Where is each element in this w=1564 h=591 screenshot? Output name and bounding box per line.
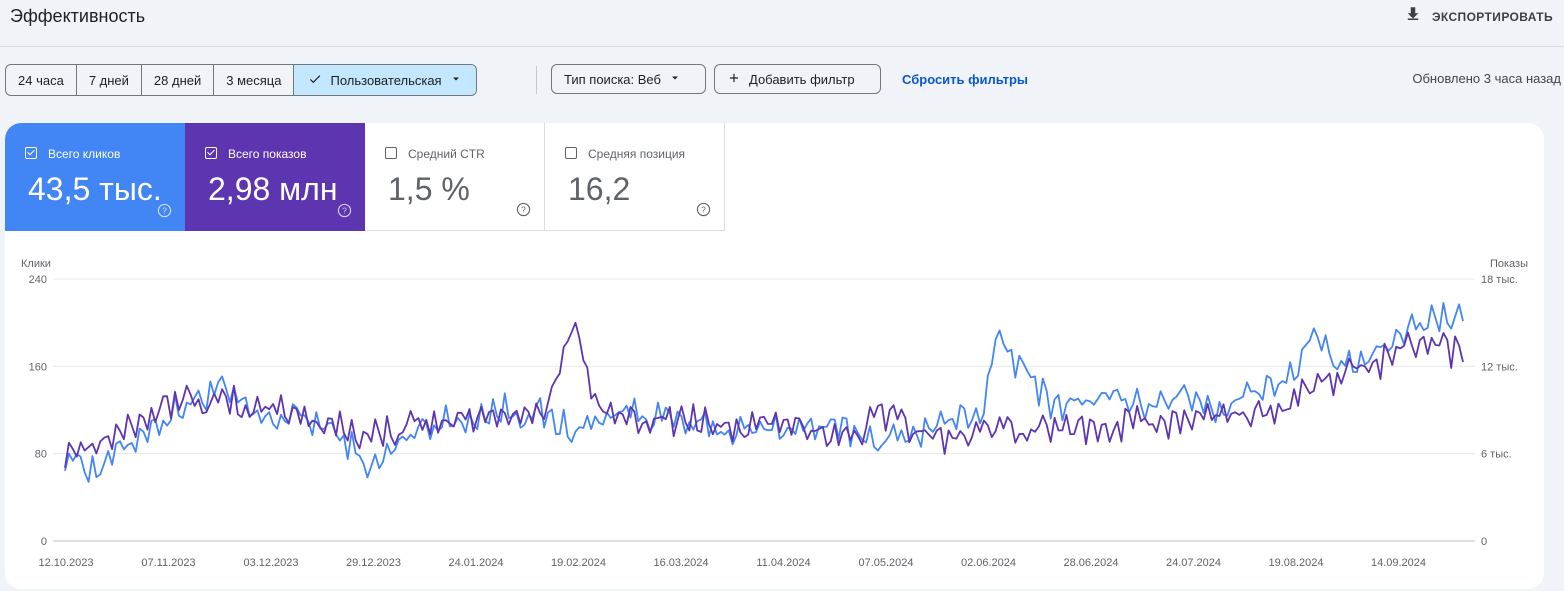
metric-value: 43,5 тыс. bbox=[28, 171, 162, 207]
left-axis-title: Клики bbox=[21, 258, 51, 270]
x-tick-label: 19.02.2024 bbox=[551, 557, 606, 569]
x-tick-label: 14.09.2024 bbox=[1371, 557, 1426, 569]
search-type-dropdown[interactable]: Тип поиска: Веб bbox=[551, 64, 706, 94]
x-tick-label: 29.12.2023 bbox=[346, 557, 401, 569]
range-24h[interactable]: 24 часа bbox=[6, 65, 77, 95]
add-filter-label: Добавить фильтр bbox=[749, 71, 855, 87]
left-tick-label: 240 bbox=[29, 274, 47, 286]
right-tick-label: 6 тыс. bbox=[1481, 449, 1512, 461]
performance-chart[interactable]: 240 18 тыс. 160 12 тыс. 80 6 тыс. 0 0 Клики Показ… bbox=[5, 123, 1544, 589]
metric-value: 2,98 млн bbox=[208, 171, 338, 207]
filter-toolbar: 24 часа 7 дней 28 дней 3 месяца Пользова… bbox=[0, 62, 1564, 98]
checkbox-unchecked-icon[interactable] bbox=[385, 147, 397, 159]
metric-label: Всего показов bbox=[228, 147, 307, 161]
svg-text:?: ? bbox=[701, 205, 706, 215]
metric-label: Средний CTR bbox=[408, 147, 485, 161]
x-tick-label: 03.12.2023 bbox=[243, 557, 298, 569]
x-tick-label: 16.03.2024 bbox=[653, 557, 708, 569]
x-tick-label: 19.08.2024 bbox=[1268, 557, 1323, 569]
date-range-selector: 24 часа 7 дней 28 дней 3 месяца Пользова… bbox=[5, 64, 477, 96]
range-custom[interactable]: Пользовательская bbox=[294, 65, 476, 95]
x-tick-label: 11.04.2024 bbox=[756, 557, 810, 569]
series-line-clicks bbox=[64, 302, 1464, 483]
svg-text:?: ? bbox=[521, 205, 526, 215]
search-type-label: Тип поиска: Веб bbox=[564, 71, 661, 87]
right-tick-label: 0 bbox=[1481, 536, 1487, 548]
range-3m[interactable]: 3 месяца bbox=[214, 65, 295, 95]
toolbar-divider bbox=[536, 66, 537, 94]
help-icon[interactable]: ? bbox=[337, 203, 352, 218]
check-icon bbox=[308, 72, 322, 89]
left-tick-label: 160 bbox=[29, 361, 47, 373]
metric-label: Всего кликов bbox=[48, 147, 121, 161]
page-header: Эффективность ЭКСПОРТИРОВАТЬ bbox=[0, 0, 1564, 47]
plus-icon bbox=[727, 71, 741, 88]
checkbox-checked-icon[interactable] bbox=[25, 147, 37, 159]
series-line-impressions bbox=[64, 321, 1464, 468]
svg-text:?: ? bbox=[342, 206, 347, 216]
range-28d[interactable]: 28 дней bbox=[142, 65, 215, 95]
x-tick-label: 07.11.2023 bbox=[141, 557, 195, 569]
checkbox-checked-icon[interactable] bbox=[205, 147, 217, 159]
x-tick-label: 02.06.2024 bbox=[961, 557, 1016, 569]
x-tick-label: 24.01.2024 bbox=[448, 557, 503, 569]
help-icon[interactable]: ? bbox=[516, 202, 531, 217]
export-label: ЭКСПОРТИРОВАТЬ bbox=[1431, 9, 1553, 24]
metric-average-ctr[interactable]: Средний CTR 1,5 % ? bbox=[365, 123, 545, 231]
x-tick-label: 24.07.2024 bbox=[1166, 557, 1221, 569]
updated-status: Обновлено 3 часа назад bbox=[1412, 71, 1561, 86]
help-icon[interactable]: ? bbox=[157, 203, 172, 218]
download-icon bbox=[1404, 5, 1422, 28]
metric-average-position[interactable]: Средняя позиция 16,2 ? bbox=[545, 123, 725, 231]
dropdown-arrow-icon bbox=[450, 73, 462, 88]
metric-total-clicks[interactable]: Всего кликов 43,5 тыс. ? bbox=[5, 123, 185, 231]
export-button[interactable]: ЭКСПОРТИРОВАТЬ bbox=[1404, 5, 1553, 28]
left-tick-label: 0 bbox=[41, 536, 47, 548]
range-7d[interactable]: 7 дней bbox=[77, 65, 142, 95]
right-tick-label: 18 тыс. bbox=[1481, 274, 1518, 286]
metric-label: Средняя позиция bbox=[588, 147, 686, 161]
metric-value: 16,2 bbox=[568, 171, 631, 207]
page-title: Эффективность bbox=[10, 6, 146, 26]
reset-filters-link[interactable]: Сбросить фильтры bbox=[902, 72, 1029, 87]
x-tick-label: 12.10.2023 bbox=[38, 557, 93, 569]
right-tick-label: 12 тыс. bbox=[1481, 361, 1518, 373]
x-tick-label: 28.06.2024 bbox=[1063, 557, 1118, 569]
help-icon[interactable]: ? bbox=[696, 202, 711, 217]
x-tick-label: 07.05.2024 bbox=[858, 557, 913, 569]
performance-card: Всего кликов 43,5 тыс. ? Всего показов 2… bbox=[5, 123, 1544, 589]
range-custom-label: Пользовательская bbox=[330, 72, 442, 88]
metric-value: 1,5 % bbox=[388, 171, 470, 207]
metric-total-impressions[interactable]: Всего показов 2,98 млн ? bbox=[185, 123, 365, 231]
checkbox-unchecked-icon[interactable] bbox=[565, 147, 577, 159]
right-axis-title: Показы bbox=[1490, 258, 1528, 270]
dropdown-arrow-icon bbox=[669, 72, 681, 87]
svg-text:?: ? bbox=[162, 206, 167, 216]
left-tick-label: 80 bbox=[35, 449, 47, 461]
add-filter-button[interactable]: Добавить фильтр bbox=[714, 64, 881, 94]
